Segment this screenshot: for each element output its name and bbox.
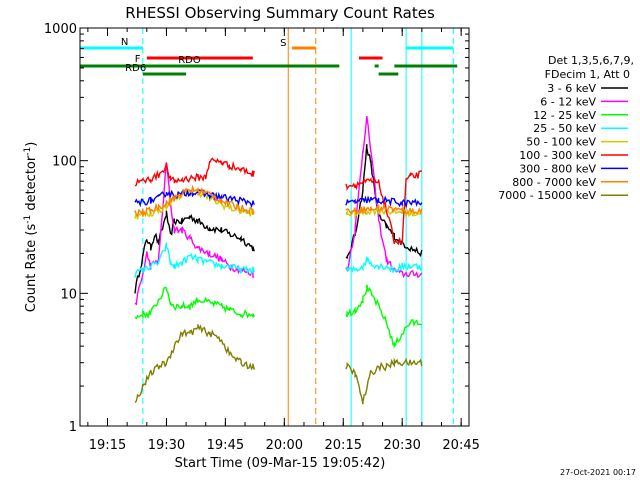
flag-label-n: N bbox=[121, 37, 128, 48]
legend-title-line-2: FDecim 1, Att 0 bbox=[545, 68, 630, 81]
plot-frame bbox=[79, 27, 470, 427]
legend-label-9: 7000 - 15000 keV bbox=[498, 189, 596, 202]
y-tick-label: 1 bbox=[69, 420, 77, 435]
chart-title: RHESSI Observing Summary Count Rates bbox=[125, 4, 435, 22]
flag-label-f: F bbox=[135, 54, 141, 65]
flag-label-s: S bbox=[280, 38, 286, 49]
legend-label-4: 25 - 50 keV bbox=[533, 122, 596, 135]
x-axis: 19:15 19:30 19:45 20:00 20:15 20:30 20:45 bbox=[87, 28, 480, 453]
footer-timestamp: 27-Oct-2021 00:17 bbox=[560, 468, 636, 477]
legend-label-2: 6 - 12 keV bbox=[540, 95, 596, 108]
x-tick-label: 20:45 bbox=[442, 438, 479, 453]
series-line-3 bbox=[134, 284, 423, 349]
legend: Det 1,3,5,6,7,9, FDecim 1, Att 0 3 - 6 k… bbox=[498, 54, 634, 202]
x-tick-label: 20:00 bbox=[266, 438, 303, 453]
series-line-8 bbox=[134, 184, 423, 218]
x-tick-label: 19:45 bbox=[207, 438, 244, 453]
y-tick-label: 1000 bbox=[44, 22, 77, 37]
series-line-4 bbox=[134, 242, 423, 278]
legend-label-6: 100 - 300 keV bbox=[519, 149, 596, 162]
y-tick-label: 100 bbox=[52, 155, 77, 170]
legend-label-3: 12 - 25 keV bbox=[533, 109, 596, 122]
x-tick-label: 20:15 bbox=[325, 438, 362, 453]
legend-label-5: 50 - 100 keV bbox=[526, 136, 596, 149]
legend-label-7: 300 - 800 keV bbox=[519, 162, 596, 175]
x-tick-label: 19:15 bbox=[89, 438, 126, 453]
series-line-1 bbox=[134, 144, 423, 294]
y-axis: 1 10 100 1000 bbox=[44, 22, 469, 435]
legend-label-1: 3 - 6 keV bbox=[547, 82, 596, 95]
x-tick-label: 19:30 bbox=[148, 438, 185, 453]
plot-area: NF S RDO RD6 bbox=[79, 28, 458, 426]
legend-label-8: 800 - 7000 keV bbox=[512, 176, 596, 189]
series-line-7 bbox=[134, 188, 423, 209]
legend-title-line-1: Det 1,3,5,6,7,9, bbox=[548, 54, 634, 67]
x-tick-label: 20:30 bbox=[383, 438, 420, 453]
flag-label-rdo: RDO bbox=[178, 55, 201, 66]
flag-label-rd6: RD6 bbox=[125, 63, 146, 74]
y-tick-label: 10 bbox=[60, 287, 77, 302]
series-line-9 bbox=[134, 324, 423, 405]
y-axis-label: Count Rate (s-1 detector-1) bbox=[23, 142, 39, 313]
x-axis-label: Start Time (09-Mar-15 19:05:42) bbox=[175, 456, 386, 471]
